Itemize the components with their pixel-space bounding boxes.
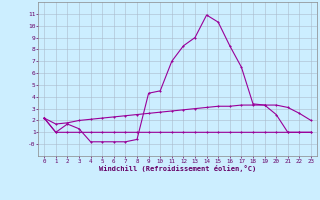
X-axis label: Windchill (Refroidissement éolien,°C): Windchill (Refroidissement éolien,°C)	[99, 165, 256, 172]
